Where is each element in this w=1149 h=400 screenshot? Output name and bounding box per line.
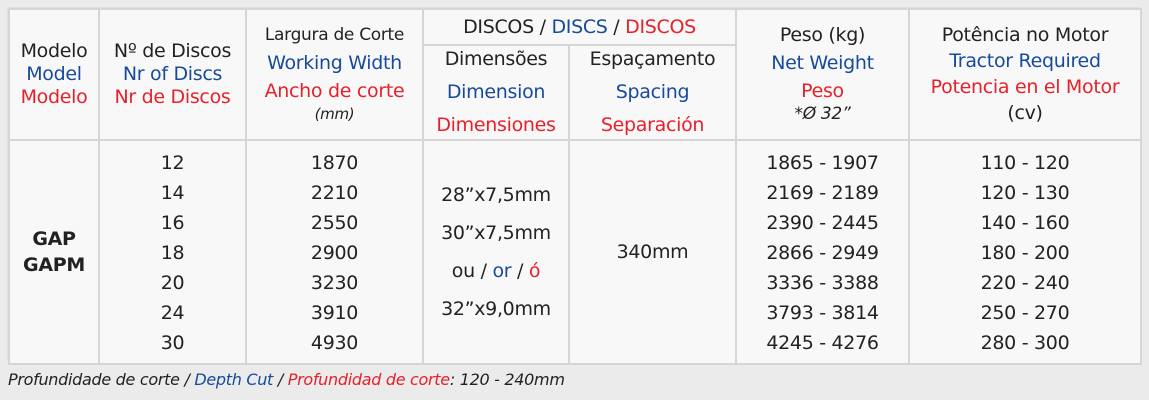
separator: /	[179, 370, 195, 389]
header-spacing-en: Spacing	[615, 81, 690, 103]
model-name: GAPM	[23, 254, 85, 276]
cell-spacing: 340mm	[568, 139, 737, 365]
header-discs-en: Nr of Discs	[122, 63, 223, 85]
header-model-en: Model	[26, 63, 82, 85]
width-value: 1870	[310, 152, 359, 174]
width-value: 4930	[310, 332, 359, 354]
specs-table: Modelo Model Modelo Nº de Discos Nr of D…	[8, 8, 1142, 365]
spacing-value: 340mm	[616, 240, 689, 263]
header-width: Largura de Corte Working Width Ancho de …	[245, 8, 424, 141]
header-spacing: Espaçamento Spacing Separación	[568, 44, 737, 141]
header-power-es: Potencia en el Motor	[930, 76, 1120, 98]
header-power-pt: Potência no Motor	[941, 24, 1109, 46]
discs-value: 12	[160, 152, 185, 174]
footnote-es: Profundidad de corte	[287, 370, 450, 389]
power-value: 250 - 270	[980, 302, 1070, 324]
header-discos-group: DISCOS / DISCS / DISCOS	[422, 8, 737, 46]
discos-es: DISCOS	[625, 15, 696, 38]
power-value: 220 - 240	[980, 272, 1070, 294]
weight-value: 2169 - 2189	[766, 182, 879, 204]
weight-value: 2390 - 2445	[766, 212, 879, 234]
footnote: Profundidade de corte / Depth Cut / Prof…	[8, 370, 565, 389]
width-value: 2550	[310, 212, 359, 234]
header-spacing-pt: Espaçamento	[589, 48, 716, 70]
cell-power: 110 - 120 120 - 130 140 - 160 180 - 200 220 …	[908, 139, 1142, 365]
header-discs-pt: Nº de Discos	[113, 40, 232, 62]
header-power-unit: (cv)	[1007, 102, 1043, 124]
header-width-es: Ancho de corte	[264, 79, 405, 102]
cell-dimensions: 28”x7,5mm 30”x7,5mm ou / or / ó 32”x9,0m…	[422, 139, 570, 365]
power-value: 110 - 120	[980, 152, 1070, 174]
width-value: 2210	[310, 182, 359, 204]
separator: /	[474, 260, 493, 282]
header-power-en: Tractor Required	[949, 50, 1101, 72]
separator: /	[273, 370, 288, 389]
separator: /	[533, 15, 552, 38]
dimension-value: 32”x9,0mm	[441, 298, 551, 320]
dimension-or: ou / or / ó	[424, 252, 568, 290]
weight-value: 3336 - 3388	[766, 272, 879, 294]
separator: /	[607, 15, 626, 38]
width-value: 3230	[310, 272, 359, 294]
power-value: 120 - 130	[980, 182, 1070, 204]
discos-pt: DISCOS	[463, 15, 534, 38]
header-dimension: Dimensões Dimension Dimensiones	[422, 44, 570, 141]
dimension-value: 30”x7,5mm	[441, 222, 551, 244]
header-width-unit: (mm)	[314, 104, 355, 123]
header-model-pt: Modelo	[20, 40, 88, 62]
header-width-pt: Largura de Corte	[264, 24, 405, 45]
width-value: 3910	[310, 302, 359, 324]
discs-value: 24	[160, 302, 185, 324]
header-width-en: Working Width	[267, 51, 402, 74]
cell-discs: 12 14 16 18 20 24 30	[98, 139, 247, 365]
discs-value: 16	[160, 212, 185, 234]
cell-widths: 1870 2210 2550 2900 3230 3910 4930	[245, 139, 424, 365]
separator: /	[511, 260, 529, 282]
power-value: 140 - 160	[980, 212, 1070, 234]
footnote-en: Depth Cut	[194, 370, 274, 389]
weight-value: 2866 - 2949	[766, 242, 879, 264]
cell-models: GAP GAPM	[8, 139, 100, 365]
header-weight: Peso (kg) Net Weight Peso *Ø 32”	[735, 8, 910, 141]
weight-value: 3793 - 3814	[766, 302, 879, 324]
model-name: GAP	[32, 228, 76, 250]
width-value: 2900	[310, 242, 359, 264]
discs-value: 20	[160, 272, 185, 294]
header-dimension-es: Dimensiones	[436, 114, 556, 136]
dimension-value: 28”x7,5mm	[441, 184, 551, 206]
header-model-es: Modelo	[20, 86, 88, 108]
discs-value: 14	[160, 182, 185, 204]
footnote-pt: Profundidade de corte	[8, 370, 180, 389]
power-value: 280 - 300	[980, 332, 1070, 354]
discos-en: DISCS	[551, 15, 608, 38]
or-pt: ou	[451, 260, 475, 282]
weight-value: 1865 - 1907	[766, 152, 879, 174]
header-power: Potência no Motor Tractor Required Poten…	[908, 8, 1142, 141]
header-dimension-en: Dimension	[446, 81, 546, 103]
discs-value: 30	[160, 332, 185, 354]
or-en: or	[492, 260, 512, 282]
header-weight-en: Net Weight	[771, 51, 874, 74]
header-weight-note: *Ø 32”	[794, 103, 851, 124]
header-model: Modelo Model Modelo	[8, 8, 100, 141]
or-es: ó	[528, 260, 541, 282]
power-value: 180 - 200	[980, 242, 1070, 264]
header-weight-es: Peso	[801, 79, 844, 102]
weight-value: 4245 - 4276	[766, 332, 879, 354]
header-weight-pt: Peso (kg)	[779, 23, 866, 46]
header-dimension-pt: Dimensões	[444, 48, 548, 70]
header-discs-es: Nr de Discos	[114, 86, 231, 108]
header-discs: Nº de Discos Nr of Discs Nr de Discos	[98, 8, 247, 141]
footnote-value: : 120 - 240mm	[449, 370, 565, 389]
cell-weights: 1865 - 1907 2169 - 2189 2390 - 2445 2866 - …	[735, 139, 910, 365]
discs-value: 18	[160, 242, 185, 264]
header-spacing-es: Separación	[600, 114, 705, 136]
